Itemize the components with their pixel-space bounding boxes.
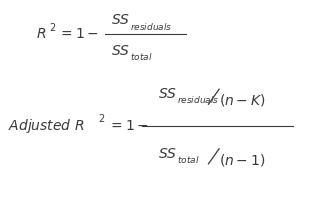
Text: $\mathit{R}$: $\mathit{R}$: [36, 27, 46, 41]
Text: $\mathit{SS}$: $\mathit{SS}$: [158, 86, 177, 101]
Text: $\mathit{residuals}$: $\mathit{residuals}$: [177, 94, 219, 105]
Text: $\mathit{total}$: $\mathit{total}$: [130, 51, 152, 62]
Text: $\mathit{residuals}$: $\mathit{residuals}$: [130, 21, 172, 32]
Text: $\mathit{total}$: $\mathit{total}$: [177, 154, 199, 165]
Text: $\mathit{= 1 -}$: $\mathit{= 1 -}$: [108, 119, 149, 133]
Text: $\mathit{Adjusted\ R}$: $\mathit{Adjusted\ R}$: [8, 117, 84, 135]
Text: $\mathit{SS}$: $\mathit{SS}$: [158, 147, 177, 161]
Text: $\mathit{SS}$: $\mathit{SS}$: [111, 13, 130, 28]
Text: $\mathit{2}$: $\mathit{2}$: [49, 21, 57, 33]
Text: $\mathit{= 1 -}$: $\mathit{= 1 -}$: [58, 27, 99, 41]
Text: $\mathit{(n - K)}$: $\mathit{(n - K)}$: [219, 92, 266, 108]
Text: $\mathit{(n - 1)}$: $\mathit{(n - 1)}$: [219, 152, 265, 168]
Text: $\mathit{SS}$: $\mathit{SS}$: [111, 43, 130, 58]
Text: $\mathit{2}$: $\mathit{2}$: [98, 112, 105, 124]
